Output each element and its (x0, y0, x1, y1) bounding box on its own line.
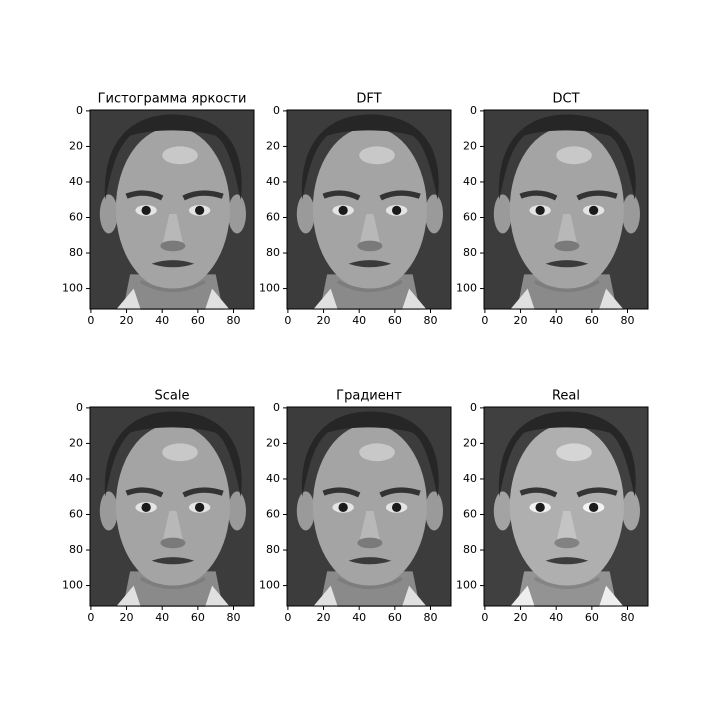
x-tick-label: 20 (514, 314, 528, 327)
y-tick-label: 20 (266, 139, 280, 152)
y-tick-label: 40 (266, 175, 280, 188)
face-image (90, 407, 254, 607)
y-tick-label: 100 (259, 579, 280, 592)
x-tick-label: 80 (621, 314, 635, 327)
y-tick-label: 0 (273, 104, 280, 117)
x-tick-label: 80 (621, 611, 635, 624)
x-tick-label: 20 (514, 611, 528, 624)
x-tick-label: 0 (87, 314, 94, 327)
y-tick-label: 60 (69, 507, 83, 520)
subplot: Гистограмма яркости 0 20 40 60 80 0 20 40 60 80 100 (62, 92, 255, 327)
x-tick-label: 20 (120, 611, 134, 624)
x-tick-label: 80 (424, 611, 438, 624)
y-tick-label: 60 (266, 507, 280, 520)
y-tick-label: 80 (266, 246, 280, 259)
y-tick-label: 0 (470, 104, 477, 117)
axes-frame (286, 109, 452, 310)
x-tick-label: 60 (585, 314, 599, 327)
y-tick-label: 100 (456, 282, 477, 295)
subplot-title: Гистограмма яркости (98, 92, 247, 107)
subplot: DFT 0 20 40 60 80 0 20 40 60 80 100 (259, 92, 452, 327)
face-image (287, 110, 451, 310)
x-tick-label: 80 (424, 314, 438, 327)
subplot-title: Real (552, 389, 580, 404)
x-tick-label: 20 (317, 611, 331, 624)
face-image (484, 110, 648, 310)
subplot: Real 0 20 40 60 80 0 20 40 60 80 100 (456, 389, 649, 624)
x-tick-label: 40 (352, 611, 366, 624)
y-tick-label: 100 (259, 282, 280, 295)
y-tick-label: 60 (69, 210, 83, 223)
x-tick-label: 0 (284, 611, 291, 624)
x-tick-label: 80 (227, 314, 241, 327)
x-tick-label: 60 (191, 314, 205, 327)
y-tick-label: 20 (69, 436, 83, 449)
x-tick-label: 60 (388, 611, 402, 624)
subplot-title: Градиент (336, 389, 402, 404)
y-tick-label: 20 (463, 436, 477, 449)
y-tick-label: 80 (69, 543, 83, 556)
face-image (484, 407, 648, 607)
subplot-title: Scale (155, 389, 190, 404)
x-tick-label: 0 (284, 314, 291, 327)
y-tick-label: 80 (69, 246, 83, 259)
subplot: DCT 0 20 40 60 80 0 20 40 60 80 100 (456, 92, 649, 327)
y-tick-label: 0 (76, 104, 83, 117)
subplot-title: DCT (552, 92, 579, 107)
subplot: Scale 0 20 40 60 80 0 20 40 60 80 100 (62, 389, 255, 624)
y-tick-label: 40 (69, 175, 83, 188)
y-tick-label: 80 (463, 543, 477, 556)
x-tick-label: 20 (317, 314, 331, 327)
x-tick-label: 0 (481, 314, 488, 327)
y-tick-label: 80 (266, 543, 280, 556)
x-tick-label: 40 (155, 314, 169, 327)
y-tick-label: 80 (463, 246, 477, 259)
y-tick-label: 0 (470, 401, 477, 414)
y-tick-label: 20 (463, 139, 477, 152)
y-tick-label: 40 (69, 472, 83, 485)
x-tick-label: 0 (481, 611, 488, 624)
axes-frame (483, 109, 649, 310)
x-tick-label: 40 (549, 314, 563, 327)
x-tick-label: 60 (191, 611, 205, 624)
axes-frame (286, 406, 452, 607)
y-tick-label: 100 (62, 282, 83, 295)
axes-frame (89, 406, 255, 607)
y-tick-label: 100 (456, 579, 477, 592)
subplot: Градиент 0 20 40 60 80 0 20 40 60 80 100 (259, 389, 452, 624)
y-tick-label: 20 (266, 436, 280, 449)
axes-frame (89, 109, 255, 310)
axes-frame (483, 406, 649, 607)
y-tick-label: 40 (266, 472, 280, 485)
y-tick-label: 60 (463, 507, 477, 520)
y-tick-label: 20 (69, 139, 83, 152)
x-tick-label: 20 (120, 314, 134, 327)
y-tick-label: 40 (463, 175, 477, 188)
x-tick-label: 0 (87, 611, 94, 624)
face-image (287, 407, 451, 607)
y-tick-label: 100 (62, 579, 83, 592)
x-tick-label: 40 (549, 611, 563, 624)
x-tick-label: 60 (585, 611, 599, 624)
face-image (90, 110, 254, 310)
x-tick-label: 40 (352, 314, 366, 327)
y-tick-label: 40 (463, 472, 477, 485)
y-tick-label: 0 (76, 401, 83, 414)
y-tick-label: 60 (266, 210, 280, 223)
x-tick-label: 80 (227, 611, 241, 624)
subplot-title: DFT (356, 92, 381, 107)
x-tick-label: 40 (155, 611, 169, 624)
y-tick-label: 60 (463, 210, 477, 223)
y-tick-label: 0 (273, 401, 280, 414)
x-tick-label: 60 (388, 314, 402, 327)
